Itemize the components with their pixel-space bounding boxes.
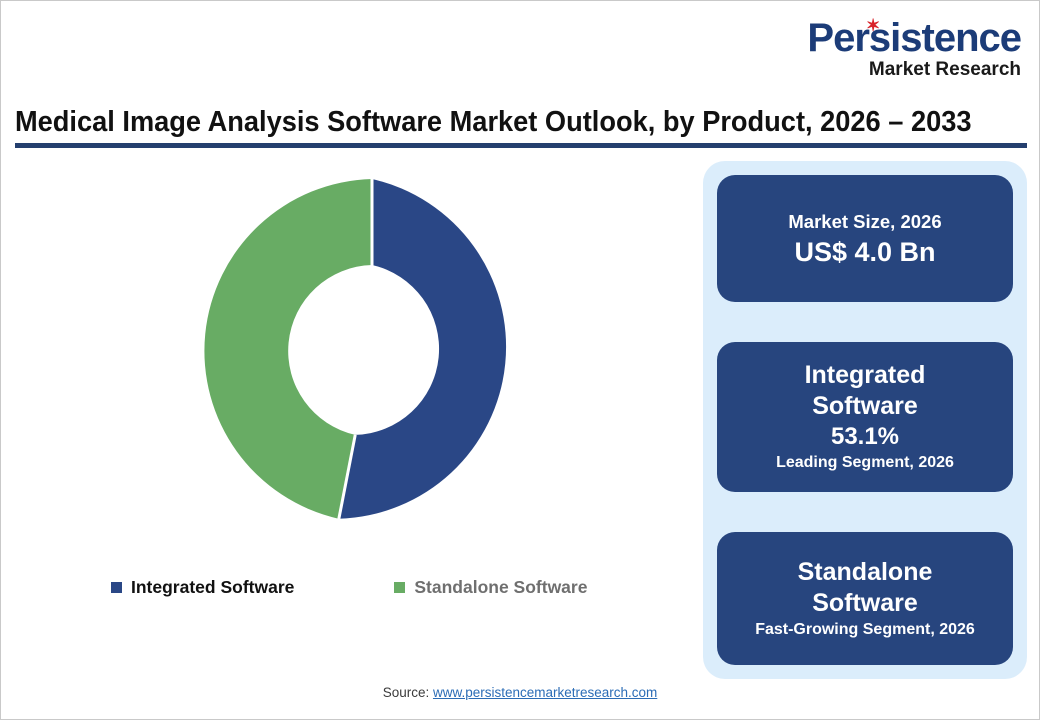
source-prefix: Source: <box>382 685 433 700</box>
brand-tagline: Market Research <box>868 59 1021 80</box>
fast-growing-name-line2: Software <box>812 588 918 617</box>
leading-segment-footnote: Leading Segment, 2026 <box>776 454 954 471</box>
page-title: Medical Image Analysis Software Market O… <box>15 106 972 138</box>
donut-chart-area <box>1 156 691 556</box>
stat-card-leading-segment: Integrated Software 53.1% Leading Segmen… <box>717 342 1013 492</box>
stat-card-fast-growing-segment: Standalone Software Fast-Growing Segment… <box>717 532 1013 665</box>
stats-panel: Market Size, 2026 US$ 4.0 Bn Integrated … <box>703 161 1027 679</box>
legend-item-standalone-software[interactable]: Standalone Software <box>394 577 587 597</box>
asterisk-icon: ✶ <box>866 16 880 35</box>
brand-logo: ✶ Persistence Market Research <box>771 16 1022 83</box>
brand-name: ✶ Persistence <box>771 16 1022 60</box>
title-underline <box>15 143 1027 148</box>
brand-name-text: Persistence <box>807 16 1022 60</box>
leading-segment-share: 53.1% <box>830 423 900 450</box>
title-block: Medical Image Analysis Software Market O… <box>15 105 1027 148</box>
market-size-value: US$ 4.0 Bn <box>794 236 936 267</box>
market-size-label: Market Size, 2026 <box>788 210 942 232</box>
source-attribution: Source: www.persistencemarketresearch.co… <box>1 684 1039 702</box>
fast-growing-footnote: Fast-Growing Segment, 2026 <box>755 620 975 638</box>
fast-growing-name-line1: Standalone <box>797 557 933 586</box>
stat-card-market-size: Market Size, 2026 US$ 4.0 Bn <box>717 175 1013 302</box>
source-link[interactable]: www.persistencemarketresearch.com <box>432 685 658 700</box>
legend-item-integrated-software[interactable]: Integrated Software <box>111 577 294 597</box>
donut-slice-standalone-software <box>204 179 372 519</box>
legend-label: Standalone Software <box>414 577 588 597</box>
chart-legend: Integrated Software Standalone Software <box>111 577 587 597</box>
donut-chart <box>204 177 507 521</box>
leading-segment-name-line1: Integrated <box>804 361 926 389</box>
leading-segment-name-line2: Software <box>812 392 918 420</box>
legend-swatch-icon <box>111 581 122 593</box>
donut-slice-integrated-software <box>338 179 507 519</box>
legend-label: Integrated Software <box>131 577 295 597</box>
legend-swatch-icon <box>394 581 406 593</box>
donut-separator-bottom <box>337 434 357 521</box>
